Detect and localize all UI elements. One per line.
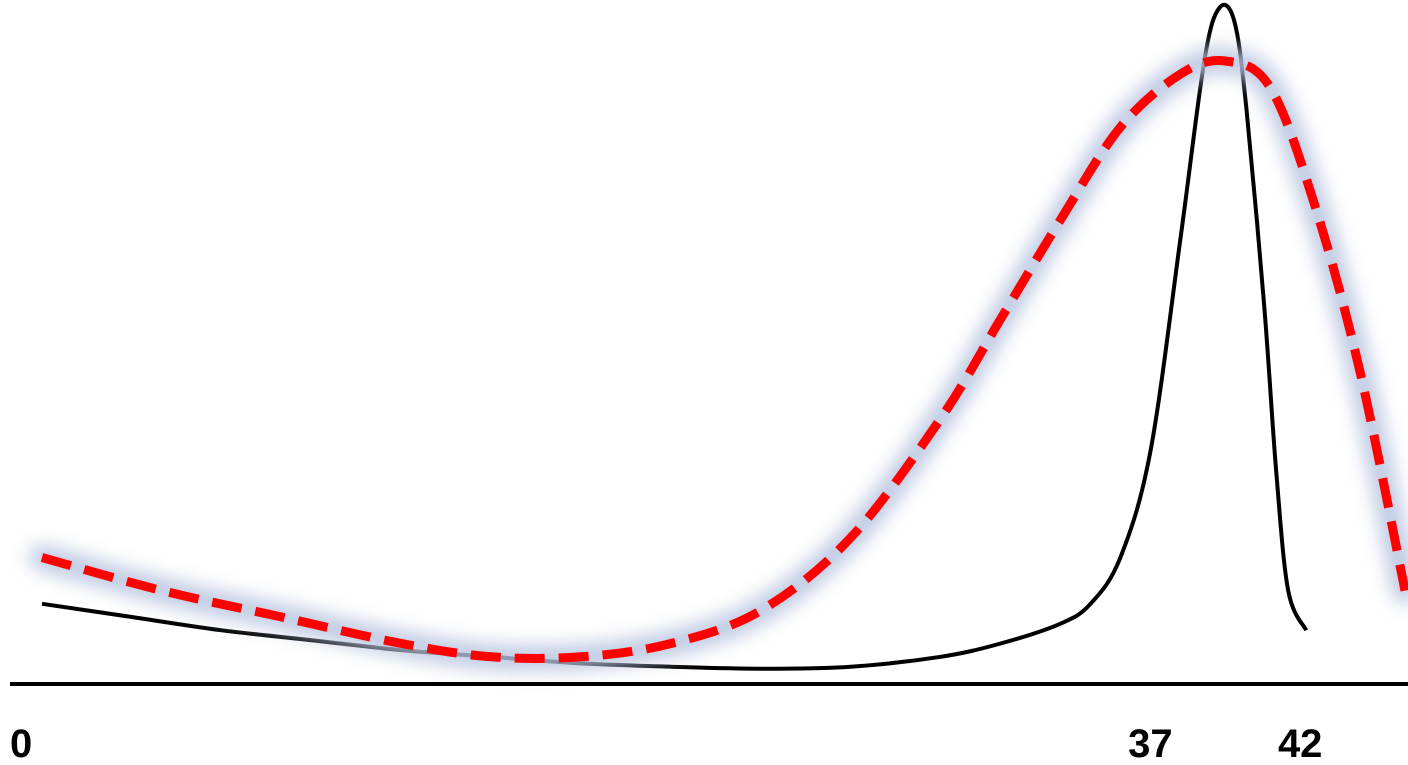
x-tick-label: 42 bbox=[1278, 722, 1323, 765]
series-layer bbox=[29, 2, 1408, 672]
x-tick-label: 37 bbox=[1128, 722, 1173, 765]
series-1-glow bbox=[29, 47, 1408, 672]
x-tick-labels: 0 37 42 bbox=[10, 722, 1322, 765]
x-tick-label: 0 bbox=[10, 722, 32, 765]
series-0-line bbox=[41, 2, 1309, 671]
series-1-line bbox=[40, 55, 1408, 663]
